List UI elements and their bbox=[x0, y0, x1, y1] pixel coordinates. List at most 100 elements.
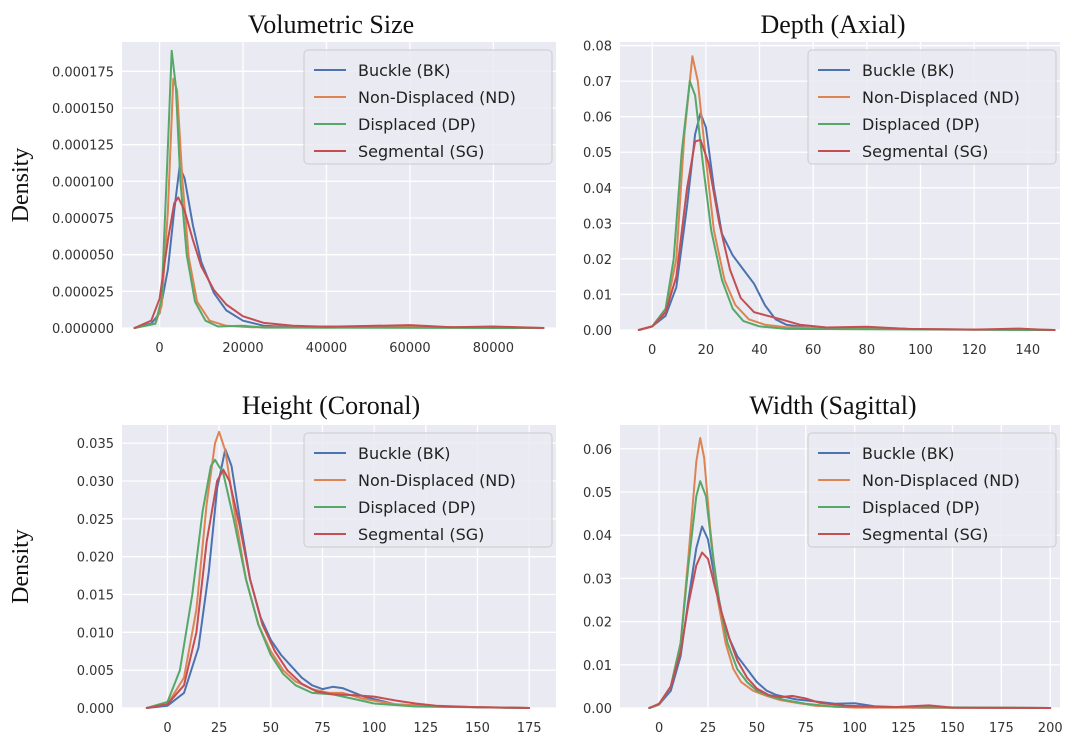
legend-label-segmental-sg: Segmental (SG) bbox=[862, 142, 988, 161]
y-axis-label: Density bbox=[8, 529, 34, 604]
x-tick-label: 100 bbox=[362, 721, 387, 736]
legend: Buckle (BK) Non-Displaced (ND) Displaced (… bbox=[303, 432, 553, 548]
legend-label-buckle-bk: Buckle (BK) bbox=[358, 444, 451, 463]
x-tick-label: 125 bbox=[891, 721, 916, 736]
legend-box bbox=[303, 49, 553, 165]
y-tick-label: 0.01 bbox=[583, 288, 612, 303]
legend-label-non-displaced-nd: Non-Displaced (ND) bbox=[862, 471, 1020, 490]
y-tick-label: 0.000100 bbox=[52, 175, 114, 190]
panel-width-sagittal: 0.00 0.01 0.02 0.03 0.04 0.05 0.06 0 25 50 75 100 12… bbox=[583, 391, 1063, 736]
x-tick-label: 100 bbox=[908, 343, 933, 358]
x-tick-label: 50 bbox=[749, 721, 766, 736]
y-tick-label: 0.010 bbox=[77, 626, 114, 641]
y-tick-label: 0.000025 bbox=[52, 285, 114, 300]
x-tick-label: 200 bbox=[1038, 721, 1063, 736]
density-curve-segmental-sg bbox=[637, 138, 1056, 331]
density-curve-segmental-sg bbox=[648, 551, 1052, 709]
y-tick-label: 0.000000 bbox=[52, 322, 114, 337]
chart-title: Volumetric Size bbox=[248, 10, 414, 39]
legend-box bbox=[807, 432, 1057, 548]
legend-label-non-displaced-nd: Non-Displaced (ND) bbox=[358, 471, 516, 490]
legend-label-displaced-dp: Displaced (DP) bbox=[862, 498, 980, 517]
y-tick-label: 0.000125 bbox=[52, 139, 114, 154]
x-tick-label: 25 bbox=[211, 721, 228, 736]
y-tick-label: 0.000050 bbox=[52, 249, 114, 264]
panel-volumetric-size: 0.000000 0.000025 0.000050 0.000075 0.000100… bbox=[8, 10, 556, 356]
legend-label-segmental-sg: Segmental (SG) bbox=[358, 525, 484, 544]
x-tick-label: 0 bbox=[655, 721, 663, 736]
x-tick-label: 100 bbox=[842, 721, 867, 736]
x-tick-label: 75 bbox=[798, 721, 815, 736]
y-tick-label: 0.005 bbox=[77, 664, 114, 679]
legend-label-displaced-dp: Displaced (DP) bbox=[358, 115, 476, 134]
y-tick-label: 0.02 bbox=[583, 616, 612, 631]
y-tick-label: 0.015 bbox=[77, 588, 114, 603]
x-tick-label: 20 bbox=[698, 343, 715, 358]
x-tick-label: 125 bbox=[413, 721, 438, 736]
density-curve-displaced-dp bbox=[145, 458, 531, 709]
x-tick-label: 0 bbox=[648, 343, 656, 358]
y-tick-label: 0.04 bbox=[583, 182, 612, 197]
legend-label-buckle-bk: Buckle (BK) bbox=[862, 444, 955, 463]
y-tick-label: 0.025 bbox=[77, 513, 114, 528]
x-tick-label: 40 bbox=[751, 343, 768, 358]
legend: Buckle (BK) Non-Displaced (ND) Displaced (… bbox=[807, 49, 1057, 165]
legend-label-displaced-dp: Displaced (DP) bbox=[358, 498, 476, 517]
x-tick-label: 75 bbox=[314, 721, 331, 736]
panel-height-coronal: 0.000 0.005 0.010 0.015 0.020 0.025 0.030 0.035… bbox=[8, 391, 556, 736]
legend-box bbox=[807, 49, 1057, 165]
legend-label-non-displaced-nd: Non-Displaced (ND) bbox=[862, 88, 1020, 107]
x-tick-label: 0 bbox=[163, 721, 171, 736]
y-axis-label: Density bbox=[8, 148, 34, 223]
density-curve-segmental-sg bbox=[145, 468, 531, 709]
x-tick-label: 80000 bbox=[473, 341, 514, 356]
x-tick-label: 120 bbox=[962, 343, 987, 358]
y-tick-label: 0.06 bbox=[583, 111, 612, 126]
y-tick-label: 0.05 bbox=[583, 486, 612, 501]
legend-box bbox=[303, 432, 553, 548]
x-tick-label: 80 bbox=[859, 343, 876, 358]
y-tick-label: 0.05 bbox=[583, 146, 612, 161]
x-tick-label: 60000 bbox=[389, 341, 430, 356]
density-curve-segmental-sg bbox=[133, 196, 545, 329]
y-tick-label: 0.04 bbox=[583, 529, 612, 544]
y-tick-label: 0.000150 bbox=[52, 102, 114, 117]
y-tick-label: 0.00 bbox=[583, 324, 612, 339]
y-tick-label: 0.06 bbox=[583, 443, 612, 458]
y-tick-label: 0.00 bbox=[583, 702, 612, 717]
legend-label-segmental-sg: Segmental (SG) bbox=[358, 142, 484, 161]
y-tick-label: 0.000175 bbox=[52, 65, 114, 80]
legend-label-displaced-dp: Displaced (DP) bbox=[862, 115, 980, 134]
panel-depth-axial: 0.00 0.01 0.02 0.03 0.04 0.05 0.06 0.07 0.08 0 20 4… bbox=[583, 10, 1060, 358]
legend-label-buckle-bk: Buckle (BK) bbox=[358, 61, 451, 80]
density-curve-displaced-dp bbox=[637, 80, 1056, 331]
y-tick-label: 0.02 bbox=[583, 253, 612, 268]
chart-title: Depth (Axial) bbox=[760, 10, 905, 39]
x-tick-label: 0 bbox=[155, 341, 163, 356]
legend-label-buckle-bk: Buckle (BK) bbox=[862, 61, 955, 80]
y-tick-label: 0.08 bbox=[583, 40, 612, 55]
x-tick-label: 175 bbox=[517, 721, 542, 736]
y-tick-label: 0.000075 bbox=[52, 212, 114, 227]
x-tick-label: 150 bbox=[940, 721, 965, 736]
y-tick-label: 0.01 bbox=[583, 659, 612, 674]
x-tick-label: 25 bbox=[700, 721, 717, 736]
chart-title: Width (Sagittal) bbox=[749, 391, 916, 420]
x-tick-label: 60 bbox=[805, 343, 822, 358]
chart-title: Height (Coronal) bbox=[242, 391, 420, 420]
legend-label-segmental-sg: Segmental (SG) bbox=[862, 525, 988, 544]
y-tick-label: 0.03 bbox=[583, 217, 612, 232]
y-tick-label: 0.03 bbox=[583, 572, 612, 587]
legend-label-non-displaced-nd: Non-Displaced (ND) bbox=[358, 88, 516, 107]
x-tick-label: 20000 bbox=[222, 341, 263, 356]
legend: Buckle (BK) Non-Displaced (ND) Displaced (… bbox=[807, 432, 1057, 548]
legend: Buckle (BK) Non-Displaced (ND) Displaced (… bbox=[303, 49, 553, 165]
y-tick-label: 0.07 bbox=[583, 75, 612, 90]
y-tick-label: 0.030 bbox=[77, 475, 114, 490]
x-tick-label: 40000 bbox=[306, 341, 347, 356]
x-tick-label: 150 bbox=[465, 721, 490, 736]
x-tick-label: 50 bbox=[263, 721, 280, 736]
y-tick-label: 0.035 bbox=[77, 437, 114, 452]
y-tick-label: 0.000 bbox=[77, 702, 114, 717]
